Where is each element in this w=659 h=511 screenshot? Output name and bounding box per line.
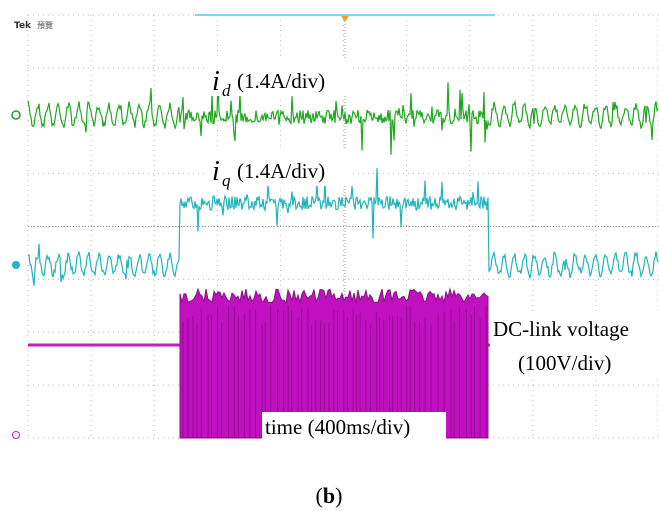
caption-open: (	[316, 483, 323, 508]
trace-scale: (1.4A/div)	[237, 159, 325, 183]
scope-brand: Tek	[14, 21, 32, 31]
voltage-name: DC-link voltage	[493, 317, 629, 341]
caption: (b)	[316, 483, 343, 508]
ch1-marker	[12, 111, 20, 119]
oscilloscope: Tek 預覽 i d (1.4A/div) i q (1.4A/div) DC-…	[0, 0, 659, 511]
trace-symbol: i	[212, 156, 220, 187]
figure: Tek 預覽 i d (1.4A/div) i q (1.4A/div) DC-…	[0, 0, 659, 511]
ch3-marker	[13, 432, 20, 439]
voltage-scale: (100V/div)	[518, 351, 611, 375]
trigger-marker	[341, 16, 349, 22]
time-label: time (400ms/div)	[265, 415, 410, 439]
trace-subscript: q	[222, 171, 231, 190]
ch2-marker	[12, 261, 20, 269]
trace-symbol: i	[212, 66, 220, 97]
trace-subscript: d	[222, 81, 231, 100]
caption-close: )	[335, 483, 342, 508]
waveforms	[28, 81, 659, 438]
scope-mode: 預覽	[37, 20, 53, 30]
caption-letter: b	[323, 483, 335, 508]
trace-scale: (1.4A/div)	[237, 69, 325, 93]
